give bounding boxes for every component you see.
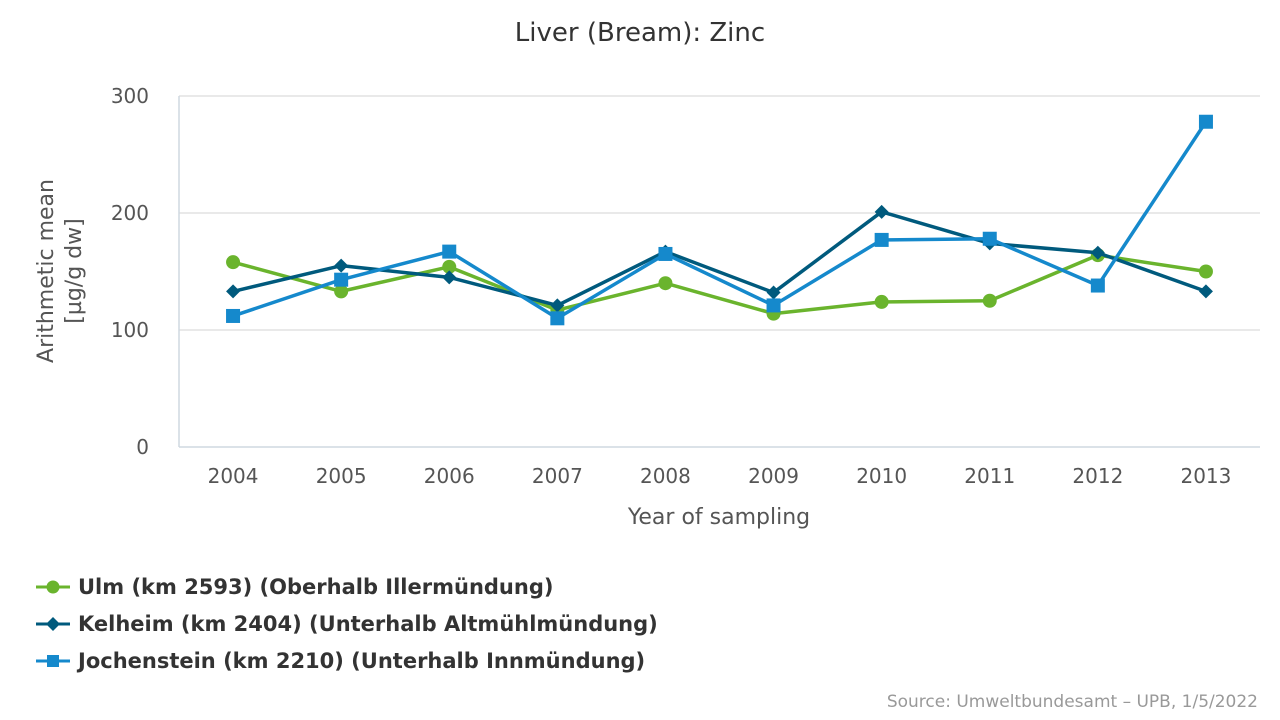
x-tick-label-2009: 2009 bbox=[748, 464, 799, 488]
x-tick-label-2012: 2012 bbox=[1072, 464, 1123, 488]
data-point-s0-2006[interactable] bbox=[442, 259, 457, 274]
y-tick-label-0: 0 bbox=[136, 435, 149, 459]
data-point-s0-2013[interactable] bbox=[1198, 264, 1213, 279]
data-point-s2-2013[interactable] bbox=[1198, 114, 1213, 129]
legend-item-kelheim[interactable]: Kelheim (km 2404) (Unterhalb Altmühlmünd… bbox=[36, 605, 658, 642]
axes: 0 100 200 300 2004 2005 2006 2007 2008 2009 2010 20… bbox=[111, 84, 1260, 488]
legend-symbol-diamond-icon bbox=[36, 616, 70, 631]
x-tick-label-2008: 2008 bbox=[640, 464, 691, 488]
data-point-s2-2007[interactable] bbox=[550, 311, 565, 326]
series-0 bbox=[226, 248, 1213, 321]
data-point-s0-2005[interactable] bbox=[334, 284, 349, 299]
data-point-s1-2010[interactable] bbox=[874, 204, 889, 219]
grid-lines bbox=[179, 95, 1260, 331]
x-tick-label-2011: 2011 bbox=[964, 464, 1015, 488]
legend-symbol-circle-icon bbox=[36, 580, 70, 593]
legend-label-jochenstein: Jochenstein (km 2210) (Unterhalb Innmünd… bbox=[78, 648, 646, 673]
series-line-1 bbox=[232, 210, 1207, 308]
data-point-s0-2008[interactable] bbox=[658, 276, 673, 291]
series-layer bbox=[226, 114, 1213, 326]
series-2 bbox=[226, 114, 1213, 326]
x-tick-label-2006: 2006 bbox=[424, 464, 475, 488]
legend-symbol-square-icon bbox=[36, 654, 70, 667]
data-point-s1-2005[interactable] bbox=[334, 258, 349, 273]
data-point-s2-2009[interactable] bbox=[766, 298, 781, 313]
data-point-s1-2006[interactable] bbox=[442, 270, 457, 285]
legend: Ulm (km 2593) (Oberhalb Illermündung) Ke… bbox=[36, 568, 658, 679]
legend-item-ulm[interactable]: Ulm (km 2593) (Oberhalb Illermündung) bbox=[36, 568, 658, 605]
legend-item-jochenstein[interactable]: Jochenstein (km 2210) (Unterhalb Innmünd… bbox=[36, 642, 658, 679]
y-axis-title-line2: [µg/g dw] bbox=[62, 218, 87, 323]
data-point-s2-2012[interactable] bbox=[1090, 278, 1105, 293]
series-1 bbox=[226, 204, 1213, 313]
y-axis-title-line1: Arithmetic mean bbox=[34, 179, 59, 363]
data-point-s1-2004[interactable] bbox=[226, 284, 241, 299]
series-line-2 bbox=[232, 120, 1208, 321]
data-point-s2-2006[interactable] bbox=[442, 244, 457, 259]
legend-label-kelheim: Kelheim (km 2404) (Unterhalb Altmühlmünd… bbox=[78, 611, 658, 636]
y-tick-label-100: 100 bbox=[111, 318, 149, 342]
x-axis-title: Year of sampling bbox=[627, 505, 810, 530]
source-credit: Source: Umweltbundesamt – UPB, 1/5/2022 bbox=[886, 692, 1258, 712]
data-point-s1-2012[interactable] bbox=[1090, 245, 1105, 260]
y-axis-title: Arithmetic mean [µg/g dw] bbox=[34, 179, 87, 363]
x-tick-label-2004: 2004 bbox=[208, 464, 259, 488]
series-line-0 bbox=[232, 253, 1207, 316]
data-point-s2-2008[interactable] bbox=[658, 246, 673, 261]
data-point-s0-2011[interactable] bbox=[982, 293, 997, 308]
chart-title: Liver (Bream): Zinc bbox=[515, 18, 765, 48]
x-tick-label-2005: 2005 bbox=[316, 464, 367, 488]
data-point-s2-2005[interactable] bbox=[334, 272, 349, 287]
data-point-s0-2004[interactable] bbox=[226, 255, 241, 270]
data-point-s2-2011[interactable] bbox=[982, 231, 997, 246]
data-point-s1-2013[interactable] bbox=[1198, 284, 1213, 299]
y-tick-label-300: 300 bbox=[111, 84, 149, 108]
data-point-s2-2004[interactable] bbox=[226, 308, 241, 323]
x-tick-label-2007: 2007 bbox=[532, 464, 583, 488]
x-tick-label-2013: 2013 bbox=[1180, 464, 1231, 488]
legend-label-ulm: Ulm (km 2593) (Oberhalb Illermündung) bbox=[78, 574, 554, 599]
data-point-s1-2007[interactable] bbox=[550, 298, 565, 313]
data-point-s1-2009[interactable] bbox=[766, 285, 781, 300]
x-tick-label-2010: 2010 bbox=[856, 464, 907, 488]
y-tick-label-200: 200 bbox=[111, 201, 149, 225]
data-point-s2-2010[interactable] bbox=[874, 232, 889, 247]
data-point-s0-2010[interactable] bbox=[874, 294, 889, 309]
